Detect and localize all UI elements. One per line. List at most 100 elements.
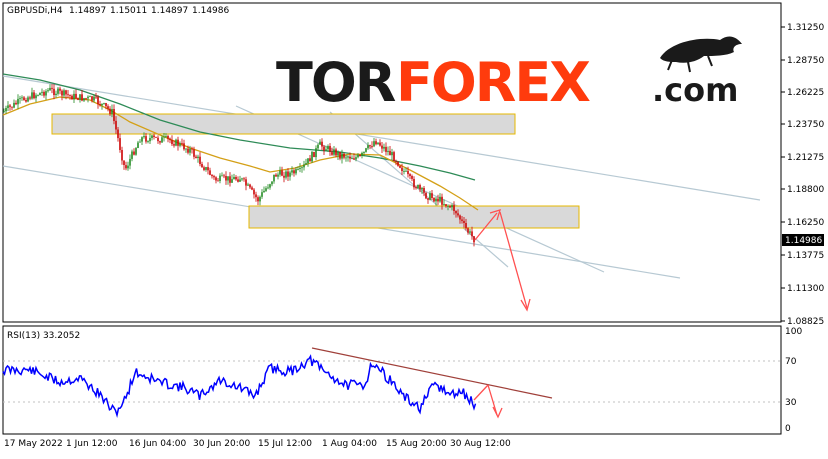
candle-body xyxy=(409,174,411,176)
forecast-up-line[interactable] xyxy=(474,212,498,241)
candle-body xyxy=(101,103,103,106)
candle-body xyxy=(17,98,19,105)
candle-body xyxy=(367,145,369,149)
candle-body xyxy=(241,178,243,180)
candle-body xyxy=(133,151,135,155)
short-channel-lower[interactable] xyxy=(329,111,509,268)
logo-com-text: .com xyxy=(652,71,738,109)
candle-body xyxy=(107,106,109,109)
candle-body xyxy=(331,152,333,155)
candle-body xyxy=(257,197,259,202)
main-price-panel[interactable] xyxy=(2,2,782,323)
support-zone[interactable] xyxy=(248,205,580,229)
price-axis: 1.31250 1.28750 1.26225 1.23750 1.21275 1.188… xyxy=(781,23,824,327)
candle-body xyxy=(201,164,203,168)
candle-body xyxy=(39,92,41,96)
candle-body xyxy=(199,156,201,164)
rsi-forecast-down[interactable] xyxy=(487,384,498,416)
candle-body xyxy=(157,137,159,142)
time-label-2: 16 Jun 04:00 xyxy=(129,439,186,449)
upper-channel-line[interactable] xyxy=(2,75,761,201)
rsi-forecast-arrows[interactable] xyxy=(473,384,503,419)
candle-body xyxy=(87,96,89,99)
candle-body xyxy=(153,135,155,137)
candle-body xyxy=(35,95,37,99)
candle-body xyxy=(369,145,371,147)
rsi-line[interactable] xyxy=(2,354,477,418)
resistance-zone[interactable] xyxy=(51,113,516,135)
candle-body xyxy=(167,136,169,139)
candle-body xyxy=(343,153,345,158)
candlestick-series[interactable] xyxy=(3,84,475,247)
candle-body xyxy=(163,136,165,138)
price-tick-label: 1.16250 xyxy=(787,218,824,228)
candle-body xyxy=(315,148,317,158)
candle-body xyxy=(449,206,451,208)
rsi-forecast-up[interactable] xyxy=(473,384,489,401)
candle-body xyxy=(261,192,263,197)
candle-body xyxy=(19,98,21,99)
candle-body xyxy=(95,96,97,98)
candle-body xyxy=(119,138,121,150)
candle-body xyxy=(173,144,175,146)
candle-body xyxy=(3,111,5,113)
fast-moving-average[interactable] xyxy=(2,96,479,211)
candle-body xyxy=(239,179,241,182)
candle-body xyxy=(191,148,193,150)
candle-body xyxy=(213,176,215,178)
candle-body xyxy=(85,98,87,99)
candle-body xyxy=(411,176,413,179)
candle-body xyxy=(45,91,47,96)
candle-body xyxy=(381,145,383,149)
candle-body xyxy=(221,175,223,177)
forecast-down-line[interactable] xyxy=(499,211,528,309)
candle-body xyxy=(89,96,91,98)
close-price: 1.14986 xyxy=(192,6,229,16)
candle-body xyxy=(249,184,251,188)
candle-body xyxy=(285,171,287,178)
candle-body xyxy=(387,150,389,152)
forecast-down-arrowhead[interactable] xyxy=(520,298,531,312)
rsi-trendline[interactable] xyxy=(311,347,553,399)
candle-body xyxy=(195,156,197,158)
rsi-panel[interactable] xyxy=(2,325,782,435)
candle-body xyxy=(341,153,343,159)
rsi-tick-30: 30 xyxy=(785,398,797,408)
candle-body xyxy=(37,95,39,96)
candle-body xyxy=(233,177,235,180)
candle-body xyxy=(123,160,125,165)
candle-body xyxy=(15,102,17,105)
candle-body xyxy=(31,92,33,99)
forecast-up-arrowhead[interactable] xyxy=(489,209,501,221)
candle-body xyxy=(267,187,269,189)
slow-moving-average[interactable] xyxy=(2,73,476,181)
candle-body xyxy=(155,136,157,138)
candle-body xyxy=(223,175,225,177)
candle-body xyxy=(357,154,359,158)
logo-forex-text: FOREX xyxy=(396,51,590,114)
candle-body xyxy=(237,179,239,182)
candle-body xyxy=(29,97,31,99)
time-label-3: 30 Jun 20:00 xyxy=(193,439,250,449)
candle-body xyxy=(399,165,401,168)
candle-body xyxy=(455,211,457,214)
candle-body xyxy=(375,141,377,145)
forecast-arrows[interactable] xyxy=(474,209,531,312)
candle-body xyxy=(97,96,99,105)
candle-body xyxy=(51,87,53,89)
candle-body xyxy=(159,141,161,143)
candle-body xyxy=(71,95,73,100)
price-tick-label: 1.31250 xyxy=(787,23,824,33)
rsi-forecast-arrowhead[interactable] xyxy=(492,406,503,419)
candle-body xyxy=(327,146,329,150)
candle-body xyxy=(347,156,349,158)
candle-body xyxy=(353,158,355,160)
candle-body xyxy=(291,170,293,173)
candle-body xyxy=(337,152,339,156)
candle-body xyxy=(259,196,261,202)
candle-body xyxy=(373,141,375,147)
candle-body xyxy=(439,196,441,202)
candle-body xyxy=(61,90,63,96)
candle-body xyxy=(105,103,107,107)
